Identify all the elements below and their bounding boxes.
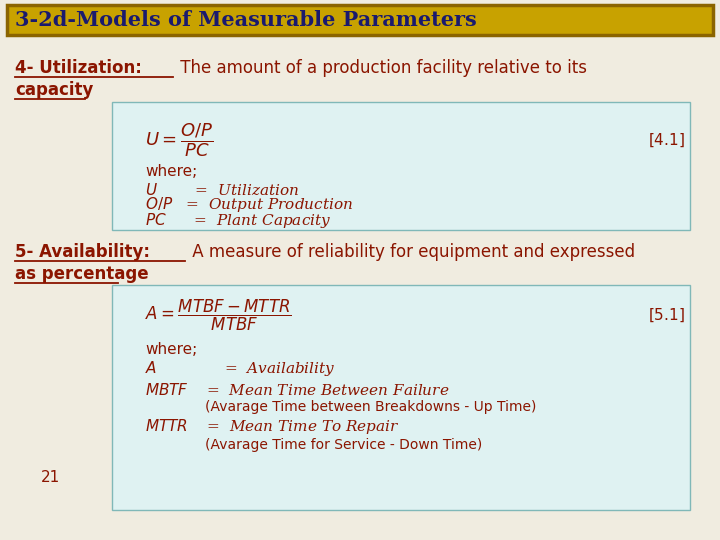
Bar (112, 285, 690, 510)
Text: where;: where; (145, 165, 197, 179)
Text: 3-2d-Models of Measurable Parameters: 3-2d-Models of Measurable Parameters (15, 10, 477, 30)
Text: $MTTR$    =  Mean Time To Repair: $MTTR$ = Mean Time To Repair (145, 417, 400, 436)
Text: $A = \dfrac{MTBF - MTTR}{MTBF}$: $A = \dfrac{MTBF - MTTR}{MTBF}$ (145, 298, 292, 333)
Text: 5- Availability:: 5- Availability: (15, 243, 150, 261)
Bar (7, 5, 713, 35)
Text: 21: 21 (40, 469, 60, 484)
Text: $[4.1]$: $[4.1]$ (647, 131, 685, 148)
Text: $A$              =  Availability: $A$ = Availability (145, 359, 336, 377)
Text: $O/P$   =  Output Production: $O/P$ = Output Production (145, 195, 354, 214)
Text: $[5.1]$: $[5.1]$ (647, 306, 685, 323)
Text: The amount of a production facility relative to its: The amount of a production facility rela… (175, 59, 587, 77)
Text: $PC$      =  Plant Capacity: $PC$ = Plant Capacity (145, 211, 331, 229)
Text: $MBTF$    =  Mean Time Between Failure: $MBTF$ = Mean Time Between Failure (145, 382, 449, 398)
Text: $U$        =  Utilization: $U$ = Utilization (145, 182, 299, 198)
Text: where;: where; (145, 342, 197, 357)
Text: (Avarage Time for Service - Down Time): (Avarage Time for Service - Down Time) (205, 438, 482, 452)
Text: $U = \dfrac{O/P}{PC}$: $U = \dfrac{O/P}{PC}$ (145, 121, 213, 159)
Bar (112, 102, 690, 230)
Text: as percentage: as percentage (15, 265, 148, 283)
Text: A measure of reliability for equipment and expressed: A measure of reliability for equipment a… (187, 243, 635, 261)
Text: 4- Utilization:: 4- Utilization: (15, 59, 142, 77)
Text: (Avarage Time between Breakdowns - Up Time): (Avarage Time between Breakdowns - Up Ti… (205, 400, 536, 414)
Text: capacity: capacity (15, 81, 94, 99)
